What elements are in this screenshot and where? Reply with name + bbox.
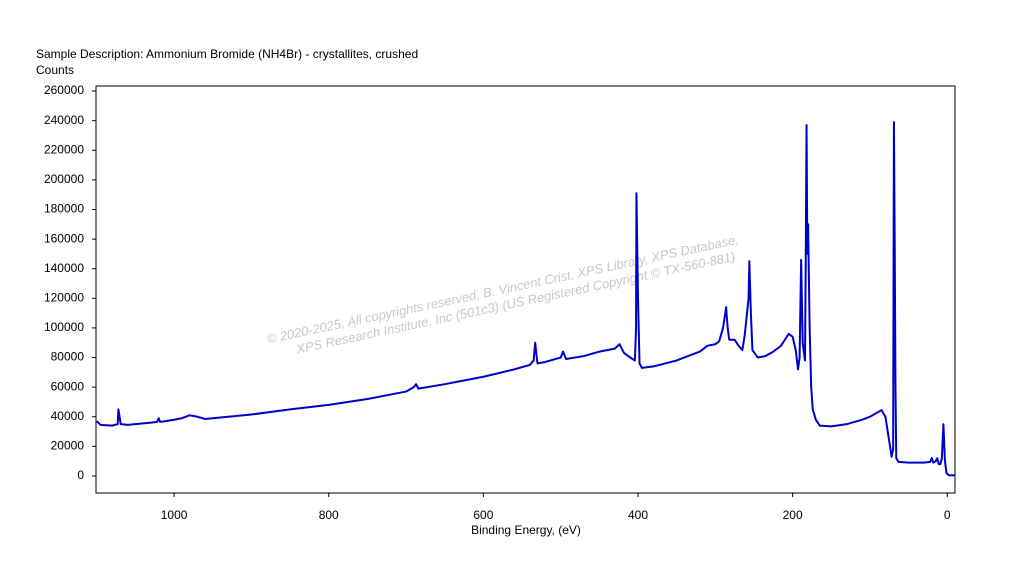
y-tick-label: 260000: [44, 83, 84, 97]
x-tick-label: 600: [473, 508, 493, 522]
y-tick-label: 220000: [44, 142, 84, 156]
y-tick-label: 20000: [51, 439, 85, 453]
watermark: © 2020-2025, All copyrights reserved, B.…: [265, 232, 739, 357]
x-tick-label: 1000: [161, 508, 188, 522]
chart-title: Sample Description: Ammonium Bromide (NH…: [36, 47, 418, 61]
y-tick-label: 140000: [44, 261, 84, 275]
y-axis-label: Counts: [36, 63, 74, 77]
y-tick-label: 60000: [51, 379, 85, 393]
watermark-line: XPS Research Institute, Inc (501c3) (US …: [294, 249, 736, 357]
watermark-line: © 2020-2025, All copyrights reserved, B.…: [265, 232, 739, 347]
y-tick-label: 180000: [44, 202, 84, 216]
x-tick-label: 200: [783, 508, 803, 522]
y-tick-label: 0: [77, 468, 84, 482]
x-tick-label: 400: [628, 508, 648, 522]
x-tick-label: 0: [944, 508, 951, 522]
x-axis-label: Binding Energy, (eV): [471, 523, 581, 537]
y-tick-label: 160000: [44, 231, 84, 245]
spectrum-line: [96, 121, 955, 477]
y-tick-label: 80000: [51, 350, 85, 364]
y-tick-label: 100000: [44, 320, 84, 334]
y-tick-label: 120000: [44, 290, 84, 304]
y-tick-label: 200000: [44, 172, 84, 186]
y-tick-label: 240000: [44, 113, 84, 127]
plot-frame: [95, 85, 956, 494]
x-tick-label: 800: [319, 508, 339, 522]
y-tick-label: 40000: [51, 409, 85, 423]
